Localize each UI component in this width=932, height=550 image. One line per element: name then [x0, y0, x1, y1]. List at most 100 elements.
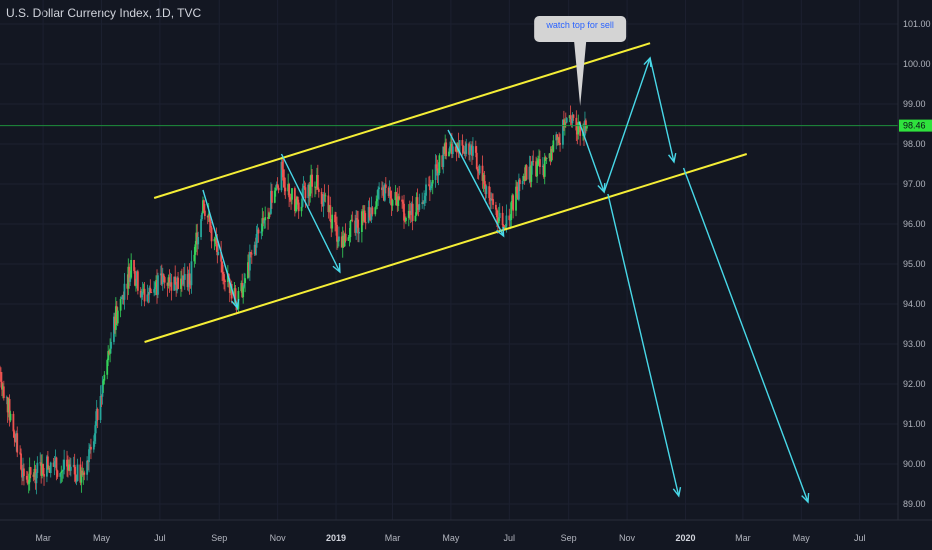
- candle-body: [156, 280, 158, 295]
- candle-body: [470, 145, 472, 147]
- projection-arrow[interactable]: [649, 57, 677, 164]
- projection-arrow[interactable]: [447, 129, 505, 238]
- candle-body: [96, 408, 99, 420]
- candle-body: [180, 278, 183, 285]
- candle-body: [260, 231, 263, 234]
- candle-body: [276, 184, 279, 188]
- candle-body: [431, 179, 434, 184]
- candle-body: [88, 449, 90, 463]
- candle-body: [497, 217, 500, 224]
- projection-arrow[interactable]: [202, 189, 240, 310]
- x-tick-label: May: [793, 533, 811, 543]
- candle-body: [328, 205, 331, 213]
- candle-body: [253, 244, 256, 255]
- candle-body: [478, 165, 481, 174]
- candle-body: [157, 275, 159, 295]
- y-tick-label: 92.00: [903, 379, 926, 389]
- candle-body: [315, 186, 317, 188]
- candle-body: [485, 186, 488, 195]
- candle-body: [362, 210, 365, 222]
- candle-body: [135, 284, 137, 286]
- candle-body: [214, 237, 217, 239]
- time-axis[interactable]: Mar May Jul Sep Nov 2019 Mar May Jul Sep Nov 2020 Ma…: [0, 519, 932, 550]
- candle-body: [90, 446, 92, 450]
- candle-body: [381, 187, 383, 191]
- candle-body: [579, 122, 582, 136]
- candle-body: [27, 482, 30, 484]
- candle-body: [269, 213, 271, 214]
- candle-body: [309, 184, 312, 197]
- candle-body: [223, 274, 225, 281]
- callout-pointer: [574, 42, 587, 106]
- candle-body: [458, 140, 461, 154]
- candle-body: [374, 207, 377, 215]
- candle-body: [197, 237, 200, 245]
- candle-body: [414, 215, 417, 222]
- x-tick-label: Sep: [561, 533, 577, 543]
- candle-body: [382, 187, 384, 191]
- candle-body: [22, 468, 24, 478]
- channel-lines[interactable]: [144, 42, 748, 343]
- channel-lower-line[interactable]: [144, 153, 748, 343]
- candle-body: [572, 114, 575, 118]
- candle-body: [83, 472, 86, 475]
- candle-body: [405, 217, 407, 222]
- candle-body: [87, 460, 89, 463]
- callout-text: watch top for sell: [545, 20, 614, 30]
- candle-body: [575, 117, 578, 131]
- candle-body: [376, 198, 379, 202]
- candle-body: [242, 286, 245, 298]
- candles: [0, 105, 588, 495]
- candle-body: [43, 474, 45, 477]
- candle-body: [377, 189, 380, 199]
- candle-body: [40, 462, 43, 476]
- candle-body: [68, 464, 70, 471]
- candle-body: [349, 221, 352, 237]
- candle-body: [182, 275, 185, 280]
- candle-body: [2, 386, 5, 398]
- candle-body: [445, 142, 448, 157]
- candle-body: [397, 196, 400, 206]
- candle-body: [7, 399, 10, 413]
- candle-body: [347, 237, 350, 241]
- projection-arrows[interactable]: [202, 56, 810, 504]
- candle-body: [323, 194, 326, 196]
- channel-upper-line[interactable]: [153, 42, 651, 199]
- candle-body: [568, 115, 571, 119]
- x-tick-label: Mar: [385, 533, 401, 543]
- candle-body: [438, 155, 441, 174]
- candle-body: [468, 143, 471, 155]
- candle-body: [187, 273, 190, 288]
- candle-body: [41, 463, 44, 476]
- x-tick-label: Nov: [619, 533, 636, 543]
- projection-arrow[interactable]: [682, 167, 810, 504]
- candle-body: [472, 146, 474, 156]
- annotation-callout[interactable]: watch top for sell: [534, 16, 627, 106]
- candle-body: [531, 161, 534, 166]
- price-axis[interactable]: 101.00 100.00 99.00 98.00 97.00 96.00 95.00 94.…: [897, 0, 932, 550]
- candle-body: [498, 212, 501, 218]
- candle-body: [159, 273, 162, 276]
- projection-arrow[interactable]: [280, 153, 341, 274]
- candle-body: [53, 461, 56, 467]
- candle-body: [160, 273, 163, 285]
- projection-arrow[interactable]: [607, 193, 682, 498]
- candle-body: [42, 463, 44, 475]
- candle-body: [115, 306, 118, 324]
- candle-body: [36, 462, 39, 473]
- candle-body: [304, 187, 307, 199]
- candle-body: [168, 277, 171, 286]
- projection-arrow[interactable]: [578, 121, 606, 194]
- candle-body: [59, 472, 62, 477]
- candle-body: [240, 282, 243, 292]
- arrow-shaft: [649, 57, 675, 163]
- y-tick-label: 91.00: [903, 419, 926, 429]
- candle-body: [141, 291, 144, 293]
- candle-body: [418, 203, 421, 210]
- candle-body: [55, 457, 58, 471]
- candle-body: [6, 397, 9, 413]
- candle-body: [382, 187, 385, 201]
- candle-body: [563, 122, 566, 128]
- candle-body: [62, 469, 65, 472]
